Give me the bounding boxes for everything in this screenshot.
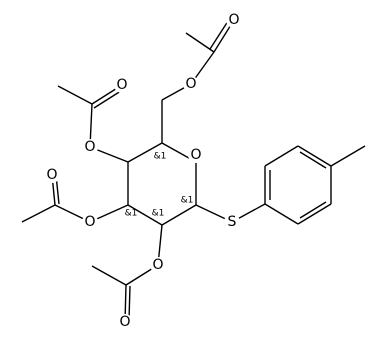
atom-label: S xyxy=(228,214,237,230)
atom-label: O xyxy=(152,257,163,273)
atom-label: O xyxy=(119,314,130,330)
atom-label: O xyxy=(185,76,196,92)
stereo-label: &1 xyxy=(125,209,138,219)
atom-label: O xyxy=(84,214,95,230)
atom-label: O xyxy=(46,167,57,183)
stereo-label: &1 xyxy=(152,209,165,219)
atom-label: O xyxy=(116,77,127,93)
atom-label: O xyxy=(84,139,95,155)
atom-labels: O O O O O O O O O S xyxy=(46,12,239,330)
atom-label: O xyxy=(228,12,239,28)
stereo-labels: &1 &1 &1 &1 xyxy=(125,152,194,219)
stereo-label: &1 xyxy=(154,152,167,162)
label-backgrounds xyxy=(44,12,242,330)
stereo-label: &1 xyxy=(181,196,194,206)
bonds xyxy=(21,17,366,323)
atom-label: O xyxy=(190,147,201,163)
